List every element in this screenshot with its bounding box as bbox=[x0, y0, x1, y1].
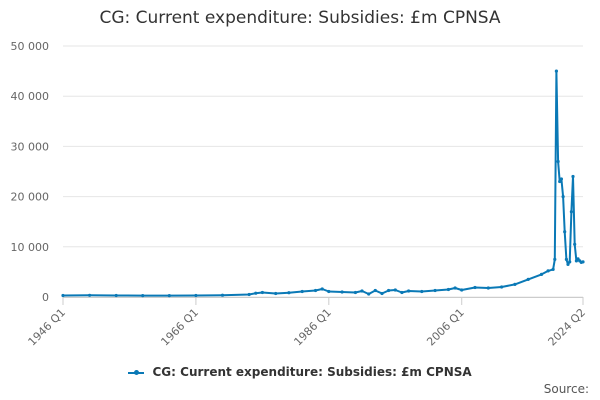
data-point bbox=[556, 159, 560, 164]
data-point bbox=[367, 292, 371, 296]
data-point bbox=[526, 277, 530, 281]
data-point bbox=[486, 286, 490, 290]
y-tick-label: 40 000 bbox=[11, 90, 50, 103]
y-tick-label: 20 000 bbox=[11, 191, 50, 204]
series-layer bbox=[61, 69, 585, 298]
data-point bbox=[220, 293, 225, 297]
data-point bbox=[260, 290, 264, 295]
data-point bbox=[141, 294, 145, 298]
data-point bbox=[393, 288, 397, 292]
x-tick-label: 1986 Q1 bbox=[291, 306, 334, 349]
data-point bbox=[553, 257, 557, 261]
axes: 0 10 000 20 000 30 000 40 000 50 000 1946 Q1 19… bbox=[11, 40, 589, 348]
data-point bbox=[254, 291, 258, 295]
data-point bbox=[433, 288, 437, 293]
data-point bbox=[300, 289, 304, 294]
data-point bbox=[380, 291, 384, 296]
legend-swatch bbox=[128, 368, 145, 378]
source-label: Source: bbox=[543, 382, 589, 396]
data-point bbox=[559, 177, 564, 181]
x-tick-label: 2006 Q1 bbox=[424, 306, 467, 349]
data-point bbox=[114, 293, 118, 298]
data-point bbox=[373, 288, 377, 293]
data-point bbox=[571, 174, 575, 179]
data-point bbox=[573, 242, 577, 246]
data-point bbox=[566, 262, 570, 266]
data-point bbox=[167, 294, 171, 298]
y-tick-label: 0 bbox=[42, 291, 49, 304]
data-point bbox=[564, 257, 569, 261]
data-point bbox=[320, 287, 324, 291]
data-point bbox=[400, 290, 404, 295]
x-tick-label: 1946 Q1 bbox=[26, 306, 69, 349]
data-point bbox=[581, 260, 585, 264]
data-point bbox=[274, 291, 278, 296]
data-point bbox=[453, 286, 457, 290]
data-point bbox=[446, 287, 450, 292]
data-point bbox=[327, 289, 331, 294]
data-point bbox=[554, 69, 559, 73]
legend[interactable]: CG: Current expenditure: Subsidies: £m C… bbox=[0, 365, 600, 379]
x-tick-label: 2024 Q2 bbox=[546, 306, 589, 349]
data-point bbox=[387, 288, 391, 293]
data-point bbox=[407, 289, 411, 293]
data-point bbox=[561, 195, 565, 199]
legend-label: CG: Current expenditure: Subsidies: £m C… bbox=[152, 365, 472, 379]
data-point bbox=[247, 292, 251, 297]
data-point bbox=[340, 290, 344, 294]
data-point bbox=[353, 290, 357, 295]
x-tick-label: 1966 Q1 bbox=[158, 306, 201, 349]
data-point bbox=[569, 210, 574, 214]
data-point bbox=[539, 272, 544, 276]
y-tick-label: 10 000 bbox=[11, 241, 50, 254]
data-point bbox=[513, 282, 517, 286]
y-tick-label: 50 000 bbox=[11, 40, 50, 53]
chart-title: CG: Current expenditure: Subsidies: £m C… bbox=[99, 8, 501, 28]
data-point bbox=[420, 289, 424, 294]
series-line bbox=[62, 70, 584, 297]
data-point bbox=[360, 289, 364, 293]
data-point bbox=[194, 293, 198, 298]
data-point bbox=[473, 285, 477, 290]
data-point bbox=[61, 293, 65, 298]
data-point bbox=[558, 179, 562, 184]
gridlines bbox=[63, 45, 583, 298]
data-point bbox=[563, 230, 567, 234]
data-point bbox=[500, 285, 504, 289]
data-point bbox=[313, 288, 318, 293]
y-tick-label: 30 000 bbox=[11, 140, 50, 153]
data-point bbox=[287, 291, 291, 295]
data-point bbox=[551, 267, 555, 271]
data-point bbox=[88, 293, 92, 297]
data-point bbox=[568, 260, 572, 264]
data-point bbox=[460, 288, 464, 292]
data-point bbox=[546, 269, 550, 273]
